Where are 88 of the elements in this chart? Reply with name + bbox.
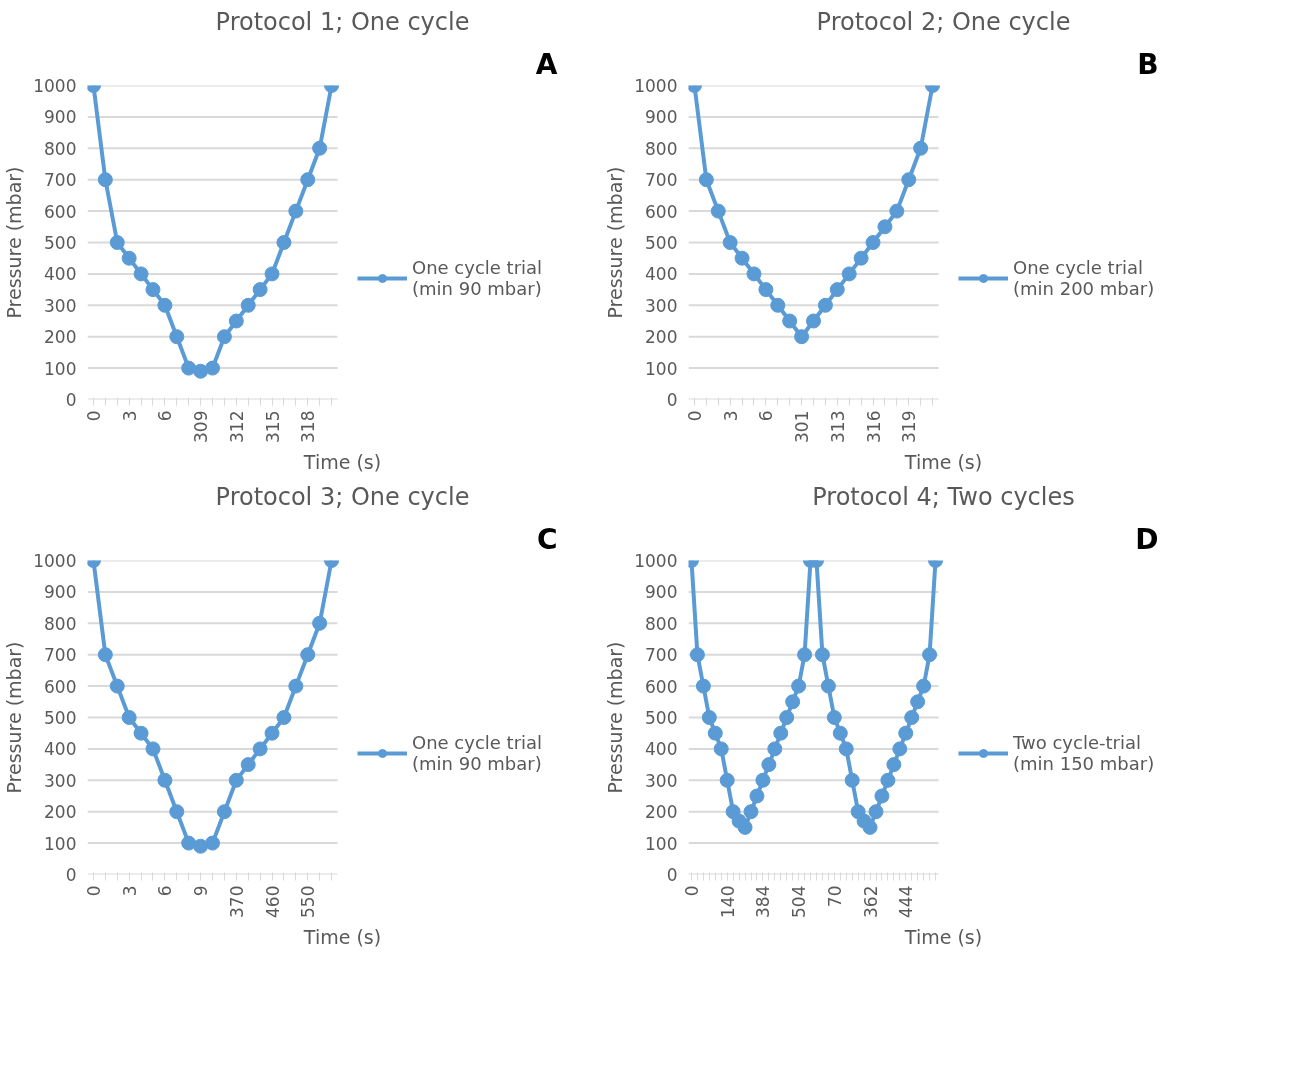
text: D xyxy=(1135,522,1159,556)
y-tick-label: 500 xyxy=(44,233,77,253)
y-tick-label: 600 xyxy=(645,201,678,222)
x-tick-label: 3 xyxy=(119,885,140,897)
x-tick-label: 6 xyxy=(155,885,176,897)
x-tick-label: 140 xyxy=(717,885,738,918)
legend-label: One cycle trial (min 90 mbar) xyxy=(412,257,543,299)
y-tick-label: 100 xyxy=(645,833,678,854)
y-tick-label: 200 xyxy=(645,327,678,348)
x-tick-label: 550 xyxy=(298,885,319,918)
y-tick-label: 200 xyxy=(44,327,77,348)
y-tick-label: 300 xyxy=(44,770,77,791)
x-tick-label: 370 xyxy=(226,885,247,918)
x-tick-label: 313 xyxy=(827,410,848,443)
y-tick-label: 900 xyxy=(44,582,77,603)
x-axis-title: Time (s) xyxy=(302,450,382,473)
y-axis-title: Pressure (mbar) xyxy=(604,166,627,319)
x-tick-label: 6 xyxy=(756,410,777,422)
y-tick-label: 600 xyxy=(44,676,77,697)
x-tick-label: 444 xyxy=(896,885,917,918)
x-tick-label: 0 xyxy=(83,885,104,897)
chart-title: Protocol 2; One cycle xyxy=(816,7,1071,36)
y-tick-label: 300 xyxy=(645,770,678,791)
y-tick-label: 800 xyxy=(44,613,77,634)
y-tick-label: 100 xyxy=(645,358,678,379)
x-tick-label: 0 xyxy=(684,410,705,422)
y-tick-label: 400 xyxy=(44,739,77,760)
y-tick-label: 100 xyxy=(44,358,77,379)
x-axis-title: Time (s) xyxy=(903,450,983,473)
y-tick-label: 500 xyxy=(645,233,678,253)
y-tick-label: 300 xyxy=(645,295,678,316)
x-tick-label: 460 xyxy=(262,885,283,918)
y-axis-title: Pressure (mbar) xyxy=(3,166,26,319)
y-tick-label: 200 xyxy=(44,802,77,823)
y-tick-label: 700 xyxy=(645,170,678,191)
chart-title: Protocol 3; One cycle xyxy=(215,482,470,511)
y-tick-label: 1000 xyxy=(634,76,678,96)
y-tick-label: 800 xyxy=(645,138,678,159)
y-tick-label: 300 xyxy=(44,295,77,316)
y-tick-label: 700 xyxy=(645,645,678,666)
y-axis-title: Pressure (mbar) xyxy=(604,641,627,794)
x-tick-label: 0 xyxy=(83,410,104,422)
x-tick-label: 309 xyxy=(191,410,212,443)
y-tick-label: 500 xyxy=(645,708,678,728)
x-tick-label: 3 xyxy=(119,410,140,422)
y-tick-label: 600 xyxy=(645,676,678,697)
x-tick-label: 362 xyxy=(860,885,881,918)
x-tick-label: 318 xyxy=(298,410,319,443)
y-tick-label: 900 xyxy=(645,107,678,128)
y-tick-label: 1000 xyxy=(33,551,77,571)
text: C xyxy=(536,522,558,556)
text: A xyxy=(535,47,558,81)
x-tick-label: 70 xyxy=(824,885,845,908)
y-axis-title: Pressure (mbar) xyxy=(3,641,26,794)
y-tick-label: 500 xyxy=(44,708,77,728)
chart-title: Protocol 1; One cycle xyxy=(215,7,470,36)
y-tick-label: 1000 xyxy=(33,76,77,96)
x-tick-label: 319 xyxy=(899,410,920,443)
x-tick-label: 316 xyxy=(863,410,884,443)
y-tick-label: 700 xyxy=(44,645,77,666)
x-tick-label: 6 xyxy=(155,410,176,422)
x-tick-label: 0 xyxy=(681,885,702,897)
x-tick-label: 3 xyxy=(720,410,741,422)
x-tick-label: 384 xyxy=(753,885,774,918)
y-tick-label: 900 xyxy=(645,582,678,603)
legend-label: One cycle trial (min 200 mbar) xyxy=(1013,257,1155,299)
y-tick-label: 800 xyxy=(645,613,678,634)
y-tick-label: 400 xyxy=(645,739,678,760)
x-tick-label: 315 xyxy=(262,410,283,443)
y-tick-label: 400 xyxy=(645,264,678,285)
y-tick-label: 800 xyxy=(44,138,77,159)
y-tick-label: 200 xyxy=(645,802,678,823)
y-tick-label: 700 xyxy=(44,170,77,191)
legend-label: One cycle trial (min 90 mbar) xyxy=(412,732,543,774)
x-axis-title: Time (s) xyxy=(302,925,382,948)
x-tick-label: 9 xyxy=(191,885,212,897)
y-tick-label: 1000 xyxy=(634,551,678,571)
x-tick-label: 301 xyxy=(792,410,813,443)
text: B xyxy=(1137,47,1159,81)
legend-label: Two cycle-trial (min 150 mbar) xyxy=(1013,732,1155,774)
x-axis-title: Time (s) xyxy=(903,925,983,948)
chart-title: Protocol 4; Two cycles xyxy=(812,482,1075,511)
x-tick-label: 312 xyxy=(226,410,247,443)
y-tick-label: 600 xyxy=(44,201,77,222)
y-tick-label: 100 xyxy=(44,833,77,854)
y-tick-label: 400 xyxy=(44,264,77,285)
x-tick-label: 504 xyxy=(789,885,810,918)
y-tick-label: 900 xyxy=(44,107,77,128)
